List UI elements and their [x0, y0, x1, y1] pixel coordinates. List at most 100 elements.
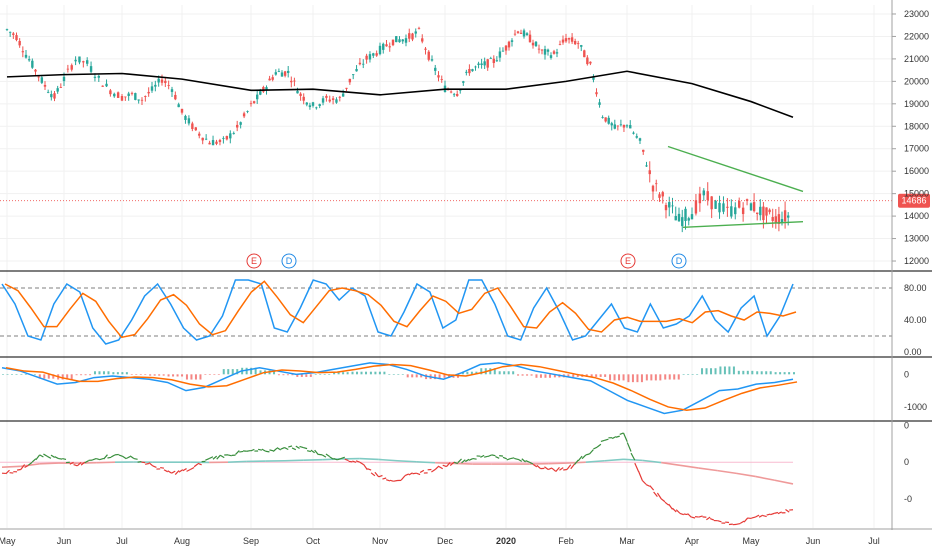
macd-histogram-bar: [291, 374, 294, 376]
candle-body: [780, 219, 784, 223]
candle-body: [362, 63, 365, 65]
candle-body: [734, 207, 737, 215]
macd-histogram-bar: [24, 374, 27, 375]
macd-histogram-bar: [190, 374, 193, 380]
candle-body: [321, 98, 325, 103]
candle-body: [89, 66, 93, 72]
candle-body: [160, 79, 164, 83]
oscillator-segment: [288, 445, 293, 448]
candle-body: [580, 45, 583, 47]
candle-body: [24, 54, 28, 58]
candle-body: [492, 58, 495, 64]
candle-body: [681, 217, 684, 227]
macd-histogram-bar: [277, 374, 280, 376]
oscillator-segment: [468, 458, 474, 461]
oscillator-segment: [589, 449, 594, 455]
macd-histogram-bar: [61, 374, 64, 380]
marker-label: E: [625, 256, 631, 266]
macd-histogram-bar: [52, 374, 55, 379]
oscillator-segment: [717, 520, 722, 523]
candle-body: [18, 40, 21, 46]
candle-body: [43, 84, 47, 87]
macd-histogram-bar: [360, 371, 363, 375]
macd-pane[interactable]: [1, 362, 798, 415]
candle-body: [341, 93, 345, 97]
oscillator-segment: [208, 456, 214, 460]
y-tick-label: 80.00: [904, 283, 927, 293]
macd-histogram-bar: [526, 374, 529, 376]
candle-body: [78, 56, 81, 63]
candle-body: [70, 65, 73, 70]
oscillator-segment: [706, 516, 711, 521]
candle-body: [540, 49, 544, 51]
candle-body: [567, 38, 571, 40]
y-tick-label: 40.00: [904, 315, 927, 325]
oscillator-segment: [174, 470, 180, 475]
macd-histogram-bar: [80, 374, 83, 376]
oscillator-average-segment: [227, 460, 247, 464]
candle-body: [522, 30, 526, 37]
candle-body: [15, 35, 18, 41]
macd-histogram-bar: [572, 374, 575, 377]
candle-body: [355, 68, 358, 72]
candle-body: [5, 29, 9, 30]
y-tick-label: 21000: [904, 54, 929, 64]
macd-histogram-bar: [236, 369, 239, 375]
candle-body: [246, 111, 249, 112]
oscillator-segment: [464, 458, 470, 463]
oscillator-segment: [190, 466, 195, 471]
price-pane[interactable]: 14686 E D E D: [0, 26, 930, 269]
macd-histogram-bar: [420, 374, 423, 378]
candle-body: [335, 99, 338, 103]
stochastic-pane[interactable]: [0, 279, 892, 345]
oscillator-segment: [551, 467, 557, 472]
candle-body: [382, 43, 385, 50]
oscillator-segment: [374, 471, 380, 478]
oscillator-segment: [145, 462, 150, 465]
macd-histogram-bar: [231, 369, 234, 375]
candle-body: [147, 91, 150, 94]
oscillator-segment: [363, 464, 368, 471]
macd-histogram-bar: [392, 374, 395, 375]
oscillator-segment: [92, 457, 97, 461]
oscillator-segment: [133, 457, 138, 460]
macd-histogram-bar: [595, 374, 598, 377]
oscillator-segment: [431, 469, 436, 473]
candle-body: [635, 136, 638, 138]
oscillator-segment: [491, 454, 496, 457]
candle-body: [398, 39, 401, 43]
x-tick-label: Apr: [685, 536, 699, 546]
candle-body: [625, 125, 629, 127]
macd-histogram-bar: [447, 374, 450, 378]
oscillator-segment: [295, 445, 300, 449]
macd-histogram-bar: [401, 374, 404, 375]
candle-body: [170, 89, 174, 92]
oscillator-segment: [683, 513, 688, 516]
x-tick-label: Nov: [372, 536, 389, 546]
y-tick-label: 19000: [904, 99, 929, 109]
oscillator-segment: [35, 454, 41, 461]
macd-histogram-bar: [323, 374, 326, 375]
candle-body: [421, 38, 424, 42]
y-tick-label: -1000: [904, 402, 927, 412]
y-tick-label: 23000: [904, 9, 929, 19]
candle-body: [97, 75, 100, 78]
oscillator-segment: [321, 454, 327, 458]
candle-body: [424, 48, 427, 50]
oscillator-segment: [265, 450, 270, 453]
candle-body: [113, 93, 116, 97]
candle-body: [555, 52, 559, 54]
oscillator-average-segment: [96, 461, 116, 464]
oscillator-segment: [408, 472, 413, 476]
candle-body: [180, 108, 184, 113]
oscillator-segment: [95, 457, 101, 461]
y-tick-label: 12000: [904, 256, 929, 266]
oscillator-segment: [276, 447, 282, 451]
oscillator-segment: [126, 456, 131, 460]
candle-body: [86, 60, 89, 64]
oscillator-pane[interactable]: [0, 432, 794, 526]
candle-body: [157, 78, 160, 83]
oscillator-average-segment: [1, 465, 21, 468]
candle-body: [53, 93, 56, 99]
